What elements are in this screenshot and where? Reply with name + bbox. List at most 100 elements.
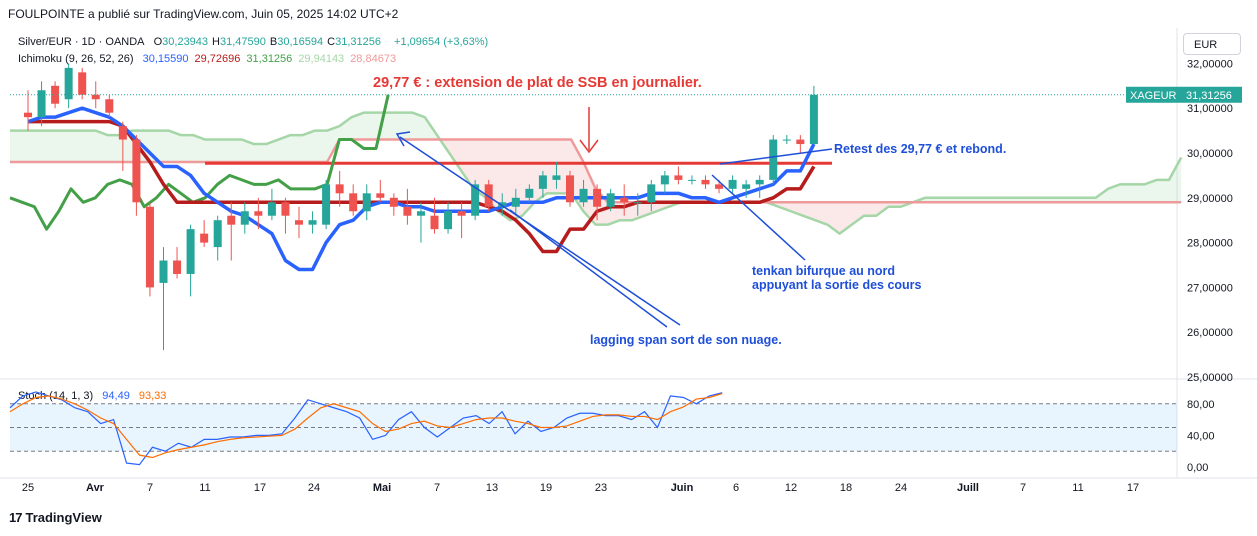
change-value: +1,09654 (+3,63%) [394, 36, 489, 48]
x-tick-label: 25 [22, 482, 34, 494]
candle-body [579, 188, 588, 203]
brand-label: TradingView [25, 510, 102, 525]
cloud-segment [71, 130, 84, 162]
candle-body [91, 94, 100, 100]
currency-selector[interactable]: EUR [1183, 33, 1241, 55]
y-tick-label: 29,00000 [1187, 193, 1233, 205]
x-tick-label: 7 [434, 482, 440, 494]
cloud-segment [205, 139, 218, 162]
cloud-segment [193, 135, 206, 162]
y-tick-label: 31,00000 [1187, 103, 1233, 115]
ichimoku-value-4: 28,84673 [350, 53, 397, 65]
ohlc-key-h: H [212, 36, 220, 48]
cloud-segment [510, 139, 523, 221]
candle-body [227, 215, 236, 225]
cloud-segment [302, 130, 315, 162]
y-tick-label: 26,00000 [1187, 327, 1233, 339]
annotation-ssb-extension: 29,77 € : extension de plat de SSB en jo… [373, 75, 702, 91]
ichimoku-value-0: 30,15590 [142, 53, 189, 65]
tradingview-brand[interactable]: 17 TradingView [9, 510, 102, 525]
x-tick-label: 11 [199, 482, 210, 494]
publication-header: FOULPOINTE a publié sur TradingView.com,… [8, 7, 399, 21]
stoch-label[interactable]: Stoch (14, 1, 3) [18, 390, 94, 402]
symbol-label[interactable]: Silver/EUR · 1D · OANDA [18, 36, 145, 48]
candle-body [349, 193, 358, 212]
candle-body [538, 175, 547, 189]
ohlc-value-b: 30,16594 [277, 36, 324, 48]
cloud-segment [1169, 157, 1182, 203]
candle-body [715, 184, 724, 189]
stoch-tick-label: 40,00 [1187, 430, 1215, 442]
cloud-segment [351, 112, 364, 140]
cloud-segment [217, 139, 230, 162]
cloud-segment [156, 130, 169, 162]
candle-body [471, 184, 480, 216]
cloud-segment [241, 139, 254, 162]
price-tag-symbol: XAGEUR [1130, 90, 1177, 102]
candle-body [118, 126, 127, 140]
annotation-tenkan-line2: appuyant la sortie des cours [752, 278, 922, 292]
candle-body [660, 175, 669, 185]
cloud-segment [58, 130, 71, 162]
candle-body [809, 94, 818, 145]
x-tick-label: 24 [895, 482, 907, 494]
x-tick-label: 13 [486, 482, 498, 494]
candle-body [457, 211, 466, 216]
annotation-retest-arrow [719, 148, 833, 165]
x-tick-label: 6 [733, 482, 739, 494]
cloud-segment [498, 139, 511, 221]
cloud-segment [22, 130, 35, 162]
cloud-segment [180, 135, 193, 162]
candle-body [267, 202, 276, 216]
cloud-segment [290, 135, 303, 162]
cloud-segment [1120, 184, 1133, 203]
cloud-segment [388, 112, 401, 140]
annotation-lagging: lagging span sort de son nuage. [590, 333, 782, 347]
ohlc-key-c: C [327, 36, 336, 48]
x-tick-label: 24 [308, 482, 320, 494]
ohlc-value-o: 30,23943 [162, 36, 209, 48]
cloud-segment [266, 139, 279, 162]
price-tag-value-bg [1180, 86, 1242, 103]
cloud-segment [254, 144, 267, 162]
candle-body [335, 184, 344, 194]
tradingview-logo-icon: 17 [9, 510, 23, 525]
cloud-segment [546, 139, 559, 194]
ichimoku-values: 30,15590 29,72696 31,31256 29,94143 28,84673 [143, 53, 402, 65]
candle-body [674, 175, 683, 180]
cloud-segment [473, 139, 486, 198]
stoch-k-value: 94,49 [102, 390, 130, 402]
cloud-segment [327, 126, 340, 162]
candle-body [430, 215, 439, 230]
annotation-tenkan-line1: tenkan bifurque au nord [752, 264, 895, 278]
candle-body [742, 184, 751, 189]
cloud-segment [400, 112, 413, 140]
candle-body [416, 211, 425, 216]
candle-body [728, 179, 737, 189]
cloud-segment [412, 112, 425, 140]
annotation-lagging-arrow [399, 136, 681, 326]
x-tick-label: Avr [86, 482, 105, 494]
stoch-tick-label: 80,00 [1187, 399, 1215, 411]
cloud-segment [790, 202, 803, 216]
annotation-tenkan-arrow [711, 174, 806, 261]
ohlc-key-b: B [269, 36, 278, 48]
stoch-legend: Stoch (14, 1, 3) 94,49 93,33 [18, 390, 172, 402]
candle-body [281, 202, 290, 216]
senkou-span-a-line [10, 111, 1183, 235]
cloud-segment [10, 130, 23, 162]
ichimoku-legend: Ichimoku (9, 26, 52, 26) 30,15590 29,7269… [18, 53, 408, 65]
cloud-segment [229, 139, 242, 162]
candle-body [213, 220, 222, 248]
candle-body [606, 193, 615, 207]
candle-body [78, 72, 87, 95]
ichimoku-value-2: 31,31256 [246, 53, 293, 65]
y-tick-label: 28,00000 [1187, 238, 1233, 250]
ichimoku-label[interactable]: Ichimoku (9, 26, 52, 26) [18, 53, 134, 65]
candle-body [593, 188, 602, 207]
price-legend: Silver/EUR · 1D · OANDA O30,23943 H31,475… [18, 36, 494, 48]
price-tag-value: 31,31256 [1186, 90, 1232, 102]
cloud-segment [46, 130, 59, 162]
candle-body [240, 211, 249, 225]
